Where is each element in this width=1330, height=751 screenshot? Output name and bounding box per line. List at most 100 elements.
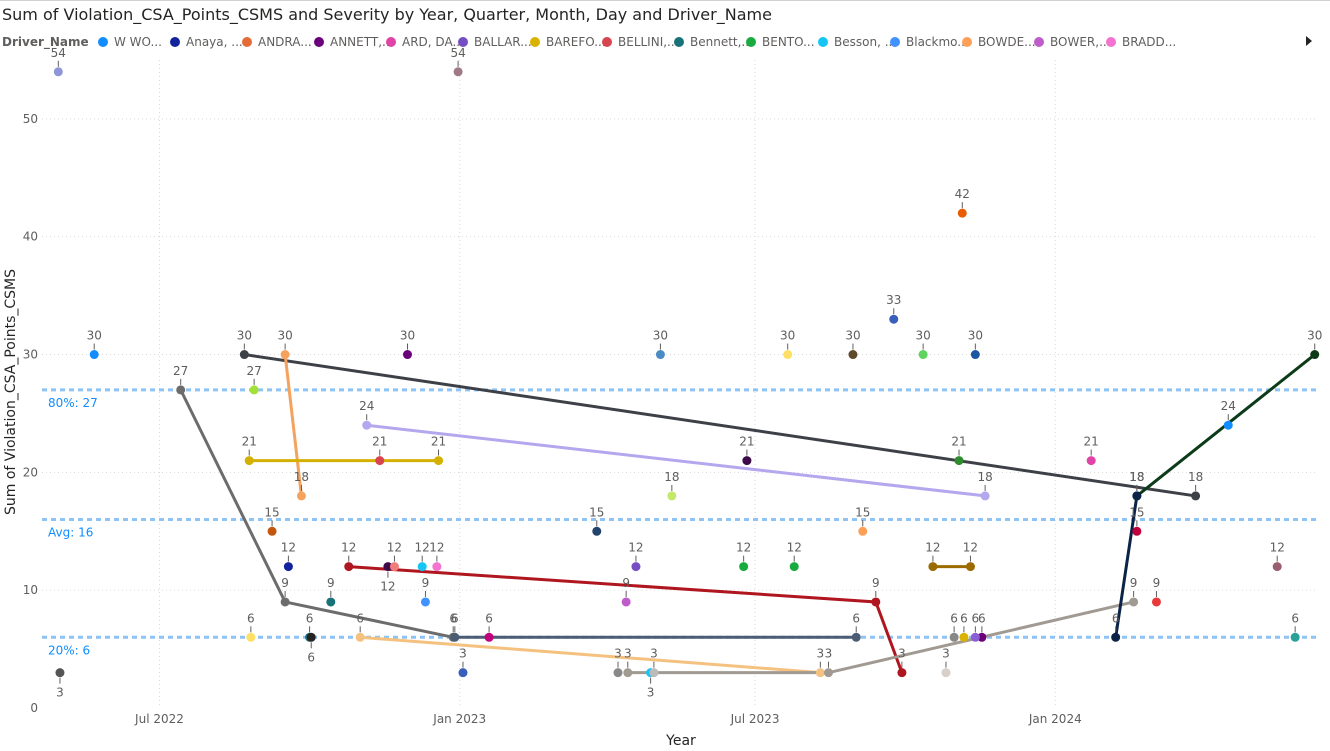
reference-label: 80%: 27 bbox=[48, 396, 98, 410]
data-label: 18 bbox=[664, 470, 679, 484]
data-point bbox=[55, 668, 65, 678]
data-label: 3 bbox=[647, 686, 655, 700]
data-point bbox=[1132, 526, 1142, 536]
legend-item[interactable]: Bennett,... bbox=[674, 35, 753, 49]
data-label: 21 bbox=[951, 435, 966, 449]
series-line bbox=[179, 389, 454, 639]
data-label: 12 bbox=[628, 541, 643, 555]
data-point bbox=[244, 456, 254, 466]
data-point bbox=[851, 632, 861, 642]
legend-item[interactable]: BOWDE... bbox=[962, 35, 1036, 49]
data-label: 12 bbox=[341, 541, 356, 555]
x-tick-label: Jul 2022 bbox=[134, 712, 184, 726]
data-point bbox=[739, 562, 749, 572]
data-label: 12 bbox=[415, 541, 430, 555]
data-point bbox=[592, 526, 602, 536]
legend-item[interactable]: BALLAR... bbox=[458, 35, 532, 49]
data-label: 54 bbox=[450, 46, 465, 60]
series-line bbox=[366, 423, 986, 498]
series-line bbox=[1114, 495, 1139, 638]
legend-item[interactable]: BAREFO... bbox=[530, 35, 606, 49]
data-point bbox=[434, 456, 444, 466]
legend-label: ANDRA... bbox=[258, 35, 312, 49]
data-label: 6 bbox=[306, 611, 314, 625]
data-label: 12 bbox=[387, 541, 402, 555]
legend-label: BOWER,... bbox=[1050, 35, 1111, 49]
data-point bbox=[249, 385, 259, 395]
data-point bbox=[267, 526, 277, 536]
legend-item[interactable]: ARD, DA... bbox=[386, 35, 464, 49]
data-point bbox=[959, 632, 969, 642]
data-label: 3 bbox=[459, 647, 467, 661]
data-label: 30 bbox=[237, 329, 252, 343]
data-point bbox=[280, 350, 290, 360]
legend-label: BALLAR... bbox=[474, 35, 532, 49]
data-label: 42 bbox=[955, 187, 970, 201]
data-point bbox=[623, 668, 633, 678]
legend-item[interactable]: BOWER,... bbox=[1034, 35, 1111, 49]
legend-label: BAREFO... bbox=[546, 35, 606, 49]
legend-item[interactable]: W WO... bbox=[98, 35, 162, 49]
data-label: 21 bbox=[739, 435, 754, 449]
data-point bbox=[89, 350, 99, 360]
data-label: 9 bbox=[1153, 576, 1161, 590]
data-point bbox=[977, 632, 987, 642]
legend-swatch bbox=[314, 37, 324, 47]
data-point bbox=[1111, 632, 1121, 642]
legend-item[interactable]: ANNETT,... bbox=[314, 35, 393, 49]
data-label: 12 bbox=[429, 541, 444, 555]
data-label: 30 bbox=[968, 329, 983, 343]
series-line bbox=[283, 354, 303, 497]
legend-swatch bbox=[530, 37, 540, 47]
data-point bbox=[954, 456, 964, 466]
y-tick-label: 10 bbox=[23, 583, 38, 597]
data-point bbox=[1310, 350, 1320, 360]
legend-item[interactable]: ANDRA... bbox=[242, 35, 312, 49]
data-point bbox=[417, 562, 427, 572]
legend-swatch bbox=[962, 37, 972, 47]
legend-next-arrow-icon[interactable] bbox=[1306, 36, 1312, 46]
data-label: 6 bbox=[1291, 611, 1299, 625]
legend-label: BELLINI,... bbox=[618, 35, 679, 49]
legend-item[interactable]: Blackmo... bbox=[890, 35, 969, 49]
x-tick-label: Jul 2023 bbox=[730, 712, 780, 726]
data-label: 21 bbox=[242, 435, 257, 449]
data-label: 30 bbox=[1307, 329, 1322, 343]
data-label: 6 bbox=[449, 611, 457, 625]
legend-item[interactable]: BENTO... bbox=[746, 35, 815, 49]
legend-label: BRADD... bbox=[1122, 35, 1177, 49]
data-point bbox=[432, 562, 442, 572]
data-label: 24 bbox=[359, 399, 374, 413]
data-label: 30 bbox=[780, 329, 795, 343]
data-label: 12 bbox=[281, 541, 296, 555]
y-tick-label: 40 bbox=[23, 230, 38, 244]
data-point bbox=[655, 350, 665, 360]
legend-item[interactable]: Anaya, ... bbox=[170, 35, 243, 49]
data-label: 6 bbox=[356, 611, 364, 625]
legend-title: Driver_Name bbox=[2, 35, 89, 49]
legend-swatch bbox=[386, 37, 396, 47]
legend-item[interactable]: Besson, ... bbox=[818, 35, 896, 49]
data-point bbox=[965, 562, 975, 572]
data-label: 12 bbox=[963, 541, 978, 555]
legend-label: ARD, DA... bbox=[402, 35, 464, 49]
data-label: 9 bbox=[281, 576, 289, 590]
legend-item[interactable]: BRADD... bbox=[1106, 35, 1176, 49]
series-line bbox=[244, 353, 1196, 498]
data-point bbox=[858, 526, 868, 536]
legend-label: Blackmo... bbox=[906, 35, 969, 49]
data-label: 18 bbox=[1129, 470, 1144, 484]
data-label: 12 bbox=[787, 541, 802, 555]
data-point bbox=[383, 562, 393, 572]
data-label: 21 bbox=[1084, 435, 1099, 449]
legend-item[interactable]: BELLINI,... bbox=[602, 35, 679, 49]
data-label: 6 bbox=[247, 611, 255, 625]
data-point bbox=[980, 491, 990, 501]
legend-swatch bbox=[458, 37, 468, 47]
data-point bbox=[306, 632, 316, 642]
chart-title: Sum of Violation_CSA_Points_CSMS and Sev… bbox=[2, 5, 772, 24]
data-label: 24 bbox=[1221, 399, 1236, 413]
data-label: 27 bbox=[246, 364, 261, 378]
legend-label: Anaya, ... bbox=[186, 35, 243, 49]
